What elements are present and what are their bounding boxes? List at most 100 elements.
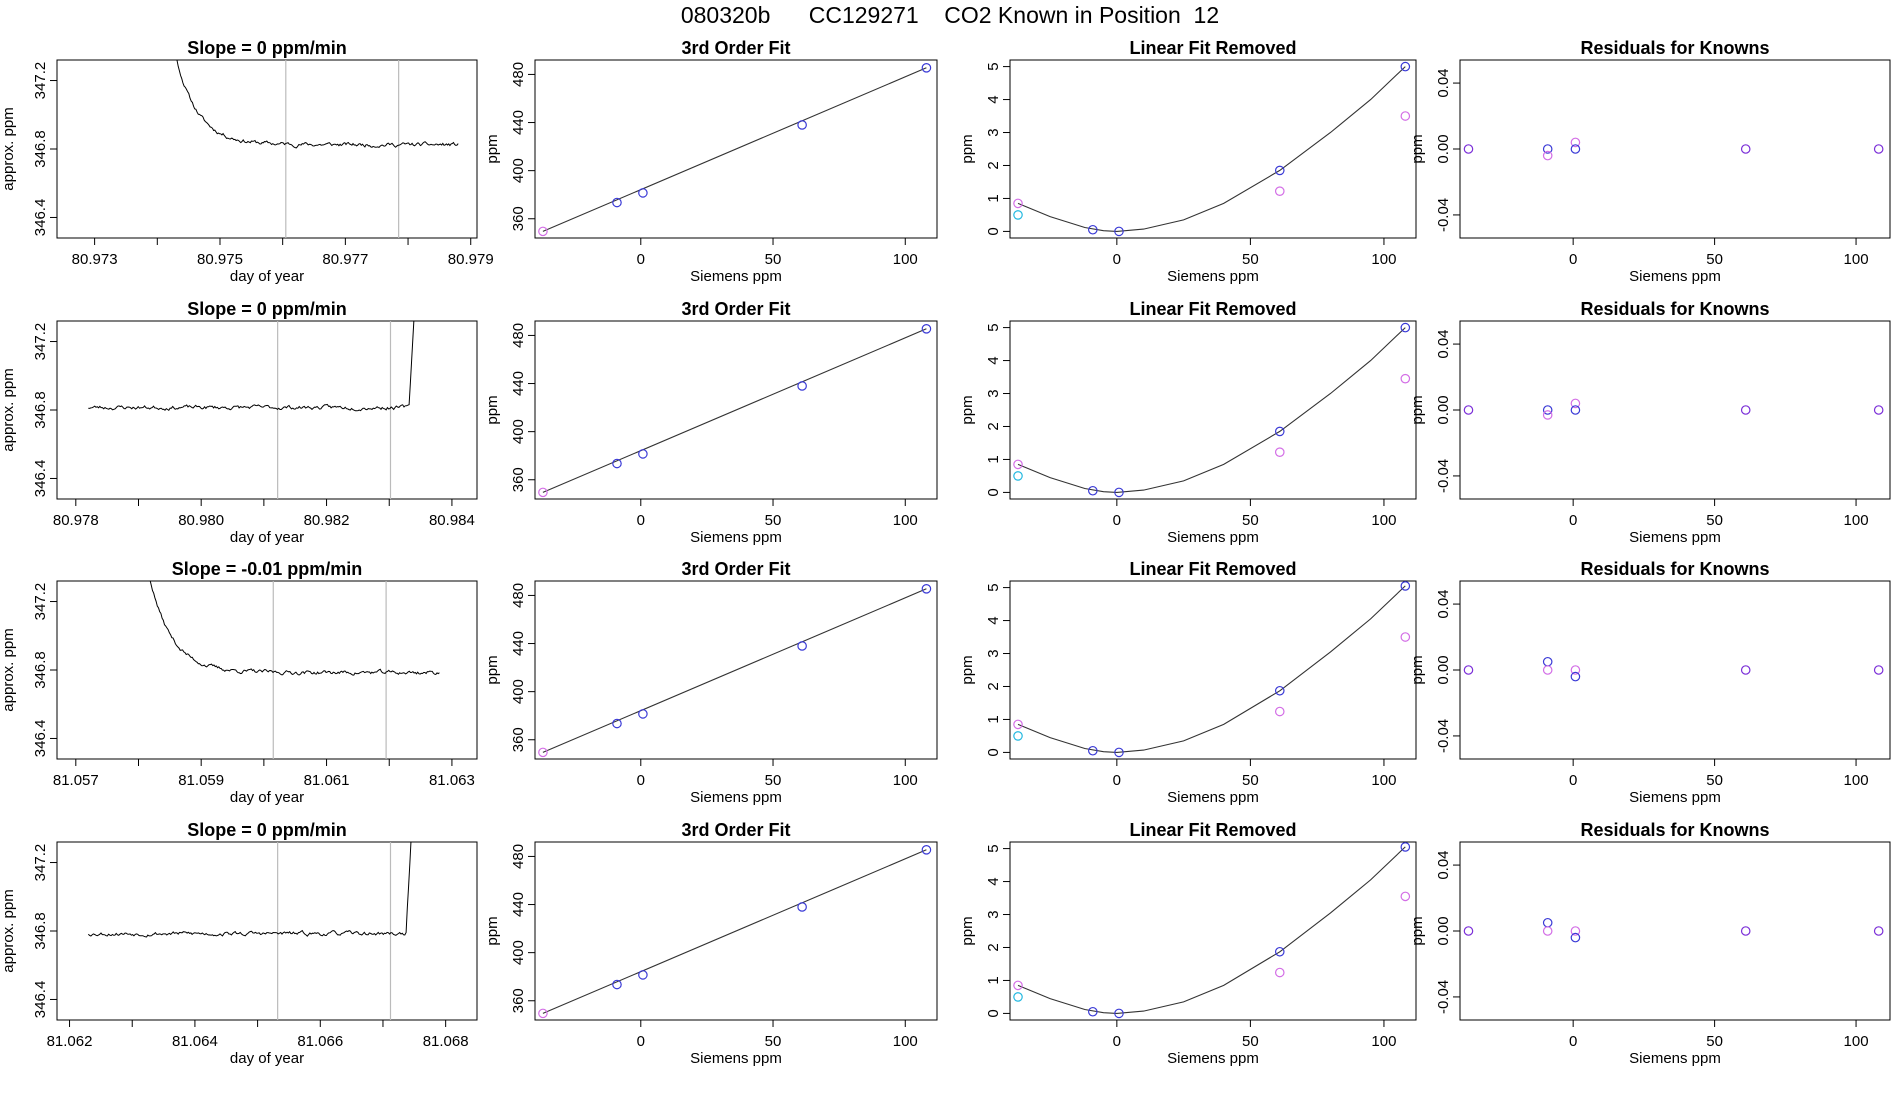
- data-point: [1400, 61, 1411, 72]
- data-point: [1274, 426, 1285, 437]
- y-tick-label: 346.8: [32, 130, 49, 168]
- y-tick-label: 0.04: [1435, 68, 1452, 97]
- fit-curve: [542, 588, 927, 753]
- y-tick-label: -0.04: [1435, 459, 1452, 493]
- x-tick-label: 100: [1371, 772, 1396, 789]
- x-tick-label: 100: [1844, 1033, 1869, 1050]
- data-layer: [1013, 61, 1411, 237]
- chart-title: Slope = -0.01 ppm/min: [172, 559, 363, 579]
- data-point: [538, 747, 548, 758]
- data-point: [1013, 719, 1023, 730]
- data-point: [797, 902, 807, 912]
- y-axis-label: ppm: [484, 395, 501, 424]
- y-tick-label: 2: [985, 161, 1002, 169]
- x-tick-label: 80.982: [304, 512, 350, 529]
- y-tick-label: 3: [985, 128, 1002, 136]
- data-point: [1400, 581, 1411, 591]
- panel-r4-c4: Residuals for Knowns 0 50 100 -0.04 0.00 0.04 S…: [1409, 820, 1891, 1067]
- x-tick-label: 50: [765, 251, 782, 268]
- plot-frame: [56, 320, 478, 500]
- data-point: [1400, 842, 1411, 852]
- data-point: [1542, 665, 1553, 675]
- y-axis-label: approx. ppm: [0, 889, 17, 972]
- data-layer: [538, 63, 932, 237]
- page-title: 080320b CC129271 CO2 Known in Position 1…: [680, 2, 1220, 28]
- panel-r3-c2: 3rd Order Fit 0 50 100 360 400 440 480 Siemens p…: [484, 559, 938, 806]
- y-tick-label: 400: [510, 158, 527, 183]
- x-tick-label: 80.975: [197, 251, 243, 268]
- data-point: [1542, 410, 1553, 420]
- fit-curve: [542, 849, 927, 1014]
- panel-r3-c3: Linear Fit Removed 0 50 100 0 1 2 3 4 5 Siemens pp…: [959, 559, 1417, 806]
- y-tick-label: 5: [985, 844, 1002, 852]
- plot-frame: [1009, 841, 1417, 1021]
- data-point: [638, 449, 648, 459]
- data-point: [921, 845, 932, 855]
- y-tick-label: 480: [510, 583, 527, 608]
- data-point: [1463, 144, 1474, 154]
- chart-title: Linear Fit Removed: [1129, 559, 1296, 579]
- chart-title: Slope = 0 ppm/min: [187, 38, 347, 58]
- data-point: [1542, 150, 1553, 161]
- y-axis-label: approx. ppm: [0, 368, 17, 451]
- panel-r1-c4: Residuals for Knowns 0 50 100 -0.04 0.00 0.04 S…: [1409, 38, 1891, 285]
- data-point: [1400, 373, 1411, 384]
- data-point: [1013, 980, 1023, 991]
- y-tick-label: 440: [510, 110, 527, 135]
- data-point: [1740, 144, 1751, 154]
- chart-title: Residuals for Knowns: [1580, 38, 1769, 58]
- x-tick-label: 0: [637, 512, 645, 529]
- data-layer: [88, 321, 415, 499]
- y-tick-label: 3: [985, 649, 1002, 657]
- x-tick-label: 0: [637, 1033, 645, 1050]
- x-axis-label: Siemens ppm: [690, 529, 782, 546]
- co2-trace: [88, 321, 415, 412]
- data-point: [1400, 322, 1411, 333]
- x-axis-label: Siemens ppm: [1167, 529, 1259, 546]
- x-tick-label: 80.979: [448, 251, 494, 268]
- panel-r1-c3: Linear Fit Removed 0 50 100 0 1 2 3 4 5 Siemens pp…: [959, 38, 1417, 285]
- data-point: [1013, 471, 1023, 481]
- y-tick-label: 5: [985, 62, 1002, 70]
- y-tick-label: 360: [510, 727, 527, 752]
- chart-title: Slope = 0 ppm/min: [187, 820, 347, 840]
- data-point: [797, 641, 807, 651]
- data-point: [638, 970, 648, 980]
- data-layer: [1463, 398, 1884, 420]
- y-tick-label: 360: [510, 467, 527, 492]
- x-tick-label: 100: [1844, 512, 1869, 529]
- data-point: [1013, 210, 1023, 220]
- data-point: [1088, 745, 1098, 756]
- data-layer: [149, 581, 440, 759]
- chart-title: 3rd Order Fit: [681, 38, 790, 58]
- y-tick-label: 440: [510, 371, 527, 396]
- data-layer: [538, 845, 932, 1019]
- chart-title: Residuals for Knowns: [1580, 820, 1769, 840]
- y-tick-label: 0: [985, 488, 1002, 496]
- y-tick-label: 346.8: [32, 912, 49, 950]
- x-tick-label: 100: [1844, 251, 1869, 268]
- x-tick-label: 50: [1242, 772, 1259, 789]
- data-point: [1570, 137, 1581, 148]
- data-point: [921, 584, 932, 594]
- fit-curve: [1017, 846, 1406, 1014]
- x-axis-label: Siemens ppm: [1629, 789, 1721, 806]
- y-axis-label: ppm: [959, 395, 976, 424]
- data-point: [1463, 665, 1474, 675]
- data-point: [1400, 891, 1411, 902]
- y-tick-label: 346.4: [32, 199, 49, 237]
- x-axis-label: Siemens ppm: [690, 268, 782, 285]
- x-tick-label: 100: [893, 512, 918, 529]
- x-tick-label: 81.057: [53, 772, 99, 789]
- plot-frame: [1459, 320, 1891, 500]
- x-tick-label: 50: [1242, 1033, 1259, 1050]
- y-tick-label: -0.04: [1435, 980, 1452, 1014]
- data-point: [1114, 747, 1124, 758]
- data-point: [1873, 665, 1884, 675]
- fit-curve: [1017, 66, 1406, 232]
- y-tick-label: 4: [985, 95, 1002, 103]
- data-point: [1274, 165, 1285, 176]
- data-point: [1542, 917, 1553, 928]
- data-point: [638, 188, 648, 198]
- y-tick-label: 0.00: [1435, 395, 1452, 424]
